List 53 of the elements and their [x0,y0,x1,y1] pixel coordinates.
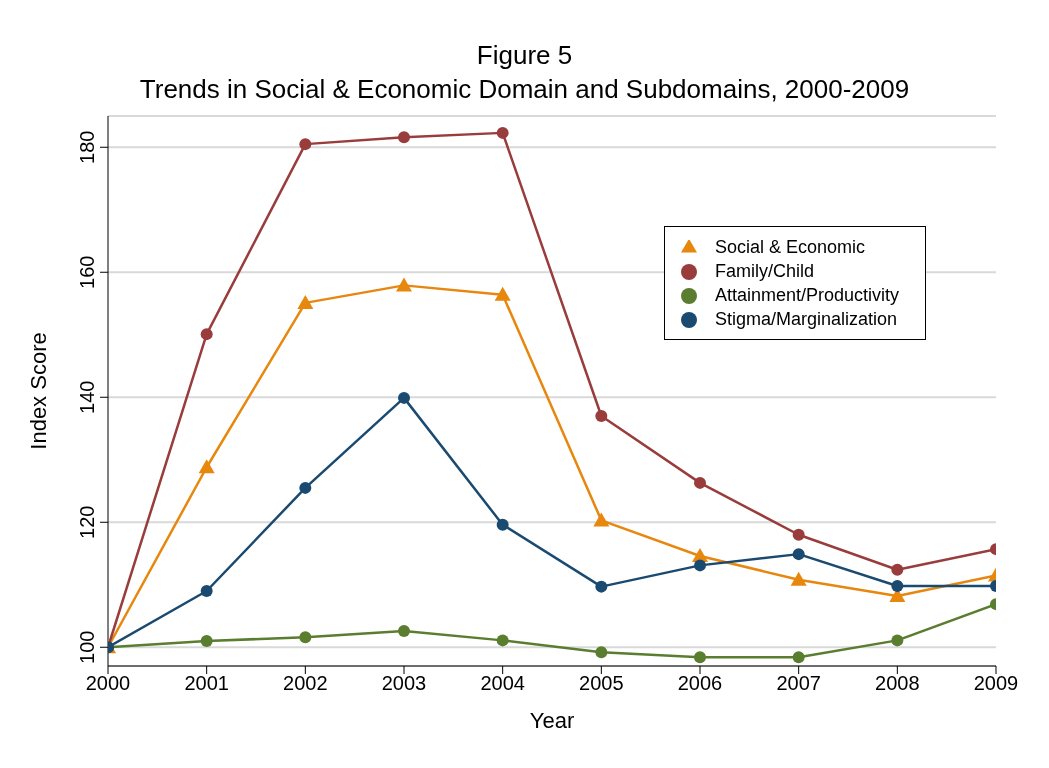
point [792,528,805,541]
point [398,625,410,637]
x-tick-label: 2007 [776,672,821,695]
point [694,476,706,489]
point [398,391,410,404]
chart-subtitle: Trends in Social & Economic Domain and Subdomains, 2000-2009 [138,73,911,106]
point [299,481,312,494]
point [595,646,608,659]
point [595,410,608,422]
x-tick-label: 2000 [85,672,131,695]
legend-label: Stigma/Marginalization [715,309,898,329]
point [299,138,312,151]
point [891,563,904,576]
point [694,559,706,572]
x-tick-label: 2001 [184,672,229,695]
y-tick-label: 100 [76,630,98,664]
point [494,286,511,301]
x-tick-label: 2004 [480,672,525,695]
point [297,294,314,309]
point [299,631,312,644]
point [496,126,509,139]
x-tick-label: 2005 [579,672,624,695]
point [792,548,805,561]
point [198,459,215,474]
y-tick-label: 180 [76,130,98,164]
point [891,580,904,592]
point [398,131,410,144]
x-tick-label: 2003 [381,672,427,695]
point [200,635,213,647]
x-tick-label: 2008 [875,672,920,695]
point [790,571,807,586]
point [200,585,213,597]
x-tick-label: 2009 [973,672,1019,695]
x-tick-label: 2002 [283,672,328,695]
point [496,634,509,647]
point [496,518,509,531]
point [595,580,608,593]
x-tick-label: 2006 [677,672,723,695]
y-axis-title: Index Score [25,332,51,450]
point [891,634,904,647]
y-tick-label: 120 [76,505,98,539]
chart-title: Figure 5 [475,39,574,72]
y-tick-label: 160 [76,255,98,289]
legend-label: Social & Economic [715,237,866,257]
y-tick-label: 140 [76,380,98,414]
point [396,277,412,292]
x-axis-title: Year [529,708,575,733]
legend-label: Family/Child [715,261,815,281]
legend-label: Attainment/Productivity [715,285,900,305]
point [694,651,706,664]
point [200,328,213,341]
point [593,512,610,527]
point [792,651,805,664]
